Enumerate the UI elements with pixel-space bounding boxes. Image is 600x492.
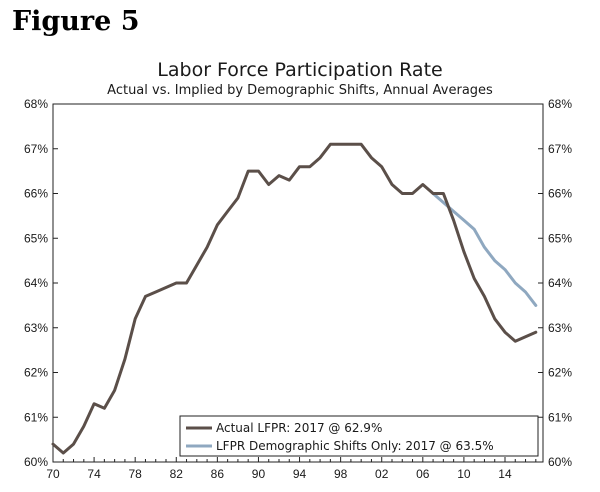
y-tick-label-left: 68% — [24, 97, 48, 111]
x-tick-label: 14 — [498, 467, 512, 481]
y-tick-label-right: 62% — [548, 366, 572, 380]
y-tick-label-right: 63% — [548, 321, 572, 335]
legend-label-demographic: LFPR Demographic Shifts Only: 2017 @ 63.… — [216, 439, 494, 453]
y-tick-label-right: 68% — [548, 97, 572, 111]
y-tick-label-left: 62% — [24, 366, 48, 380]
series-line-actual — [51, 142, 538, 455]
y-tick-label-left: 61% — [24, 410, 48, 424]
series-layer — [51, 142, 538, 455]
chart-subtitle: Actual vs. Implied by Demographic Shifts… — [107, 83, 493, 98]
y-tick-label-left: 63% — [24, 321, 48, 335]
x-tick-label: 74 — [87, 467, 101, 481]
chart-title: Labor Force Participation Rate — [157, 59, 442, 81]
y-tick-label-right: 60% — [548, 455, 572, 469]
y-tick-label-left: 64% — [24, 276, 48, 290]
y-axis-right: 60% 61% 62% 63% 64% 65% 66% 67% 68% — [538, 97, 572, 469]
y-axis-left: 60% 61% 62% 63% 64% 65% 66% 67% 68% — [24, 97, 58, 469]
y-tick-label-right: 64% — [548, 276, 572, 290]
x-tick-label: 06 — [416, 467, 430, 481]
legend: Actual LFPR: 2017 @ 62.9% LFPR Demograph… — [179, 415, 539, 457]
y-tick-label-left: 67% — [24, 142, 48, 156]
x-tick-label: 86 — [211, 467, 225, 481]
x-tick-label: 82 — [170, 467, 184, 481]
x-tick-label: 98 — [334, 467, 348, 481]
x-tick-label: 94 — [293, 467, 307, 481]
x-axis: 70 74 78 82 86 90 94 98 02 06 10 14 — [46, 457, 537, 481]
y-tick-label-right: 61% — [548, 410, 572, 424]
y-tick-label-right: 67% — [548, 142, 572, 156]
x-tick-label: 02 — [375, 467, 389, 481]
legend-box — [179, 415, 539, 457]
figure-label: Figure 5 — [12, 6, 140, 37]
y-tick-label-left: 66% — [24, 187, 48, 201]
y-tick-label-right: 66% — [548, 187, 572, 201]
y-tick-label-right: 65% — [548, 231, 572, 245]
x-tick-label: 90 — [252, 467, 266, 481]
plot-area — [52, 103, 544, 463]
y-tick-label-left: 65% — [24, 231, 48, 245]
legend-label-actual: Actual LFPR: 2017 @ 62.9% — [216, 421, 382, 435]
x-tick-label: 70 — [46, 467, 60, 481]
y-tick-label-left: 60% — [24, 455, 48, 469]
x-tick-label: 78 — [129, 467, 143, 481]
x-tick-label: 10 — [457, 467, 471, 481]
